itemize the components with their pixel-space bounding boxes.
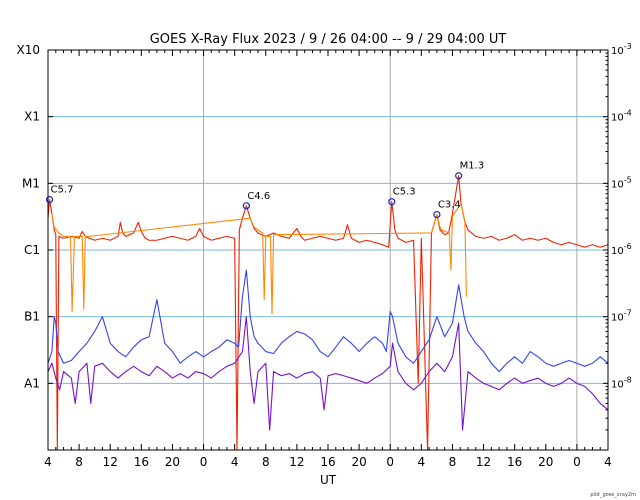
x-axis-tick-label: 8 — [75, 455, 83, 469]
right-axis-label: 10-3 — [611, 42, 632, 57]
x-axis-tick-label: 8 — [262, 455, 270, 469]
x-axis: 4 8 12 16 20 0 4 8 12 16 20 0 4 8 12 16 20 0 4 — [44, 50, 612, 469]
right-axis-label: 10-7 — [611, 309, 632, 324]
left-axis-label: X10 — [17, 43, 41, 57]
x-axis-tick-label: 12 — [289, 455, 304, 469]
plot-credit: plot_goes_xray2m — [590, 492, 636, 498]
left-axis-label: B1 — [24, 310, 40, 324]
x-axis-tick-label: 0 — [386, 455, 394, 469]
x-axis-tick-label: 0 — [573, 455, 581, 469]
x-axis-tick-label: 12 — [103, 455, 118, 469]
right-axis-label: 10-4 — [611, 109, 632, 124]
x-axis-tick-label: 16 — [507, 455, 522, 469]
x-axis-tick-label: 20 — [351, 455, 366, 469]
flare-marker — [433, 210, 441, 219]
right-axis: 10-3 10-4 10-5 10-6 10-7 10-8 — [603, 42, 632, 451]
flare-label: M1.3 — [460, 161, 485, 172]
flare-annotations: C5.7 C4.6 C5.3 C3.4 M1.3 — [45, 161, 485, 219]
left-axis-label: C1 — [24, 243, 40, 257]
chart-title: GOES X-Ray Flux 2023 / 9 / 26 04:00 -- 9… — [150, 32, 507, 47]
right-axis-label: 10-5 — [611, 175, 632, 190]
x-axis-tick-label: 16 — [320, 455, 335, 469]
x-axis-tick-label: 4 — [44, 455, 52, 469]
right-axis-label: 10-8 — [611, 375, 632, 390]
series-line-2 — [48, 269, 608, 373]
series-line-0 — [48, 175, 608, 450]
flare-marker — [455, 172, 463, 180]
series-line-3 — [48, 316, 608, 431]
flare-label: C4.6 — [247, 191, 270, 202]
x-axis-label: UT — [320, 473, 337, 487]
left-axis: X10 X1 M1 C1 B1 A1 — [17, 43, 53, 390]
x-axis-tick-label: 4 — [231, 455, 239, 469]
x-axis-tick-label: 12 — [476, 455, 491, 469]
x-axis-tick-label: 16 — [134, 455, 149, 469]
flare-label: C3.4 — [438, 200, 461, 211]
flare-label: C5.3 — [393, 187, 416, 198]
flare-label: C5.7 — [51, 185, 74, 196]
right-axis-label: 10-6 — [611, 242, 632, 257]
x-axis-tick-label: 20 — [538, 455, 553, 469]
x-axis-tick-label: 20 — [165, 455, 180, 469]
x-axis-tick-label: 4 — [418, 455, 426, 469]
left-axis-label: M1 — [22, 176, 40, 190]
series-layer — [48, 175, 608, 450]
grid-lines — [48, 50, 608, 450]
x-axis-tick-label: 4 — [604, 455, 612, 469]
flare-marker — [45, 196, 54, 204]
left-axis-label: A1 — [24, 376, 40, 390]
x-axis-tick-label: 0 — [200, 455, 208, 469]
series-line-1 — [51, 202, 467, 315]
left-axis-label: X1 — [24, 110, 40, 124]
flare-marker — [388, 198, 396, 206]
flare-marker — [242, 202, 250, 210]
x-axis-tick-label: 8 — [449, 455, 457, 469]
